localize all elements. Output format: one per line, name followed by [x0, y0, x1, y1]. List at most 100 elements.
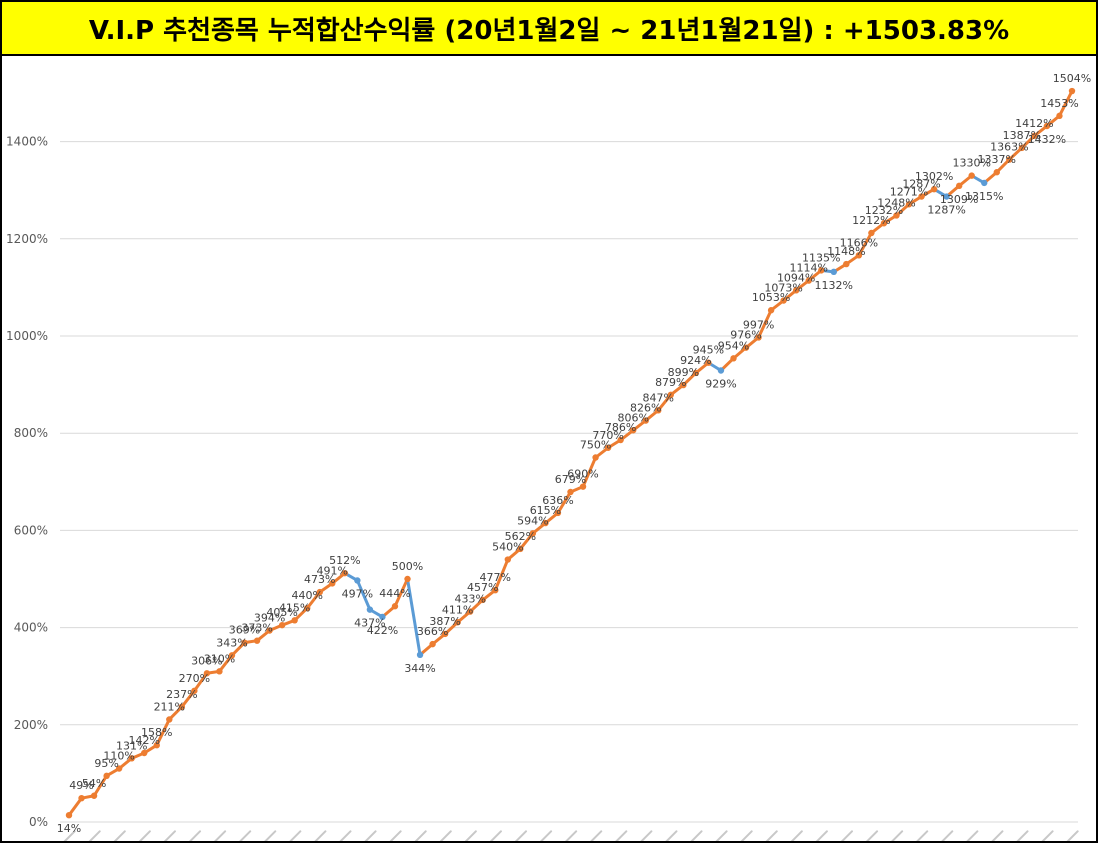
data-point	[604, 444, 612, 451]
line-segment	[656, 393, 673, 412]
data-point	[492, 586, 499, 594]
data-label: 457%	[467, 581, 498, 594]
data-label: 1271%	[890, 185, 928, 198]
line-segment	[180, 689, 196, 709]
x-category-tick	[62, 830, 76, 841]
data-label: 1132%	[815, 279, 853, 292]
data-point	[943, 193, 950, 200]
line-segment	[556, 490, 572, 515]
data-labels: 14% 49%54% 95%110%131%142%158% 211%237% 270%…	[57, 72, 1091, 835]
data-point	[1006, 156, 1013, 163]
data-label: 1315%	[965, 190, 1003, 203]
data-label: 1073%	[764, 282, 802, 295]
data-label: 1504%	[1053, 72, 1091, 85]
y-tick-label: 400%	[14, 621, 48, 635]
x-category-tick	[839, 830, 853, 841]
x-category-tick	[939, 830, 954, 841]
data-point	[692, 369, 700, 377]
data-label: 497%	[342, 587, 373, 600]
data-label: 594%	[517, 514, 548, 527]
data-point	[655, 407, 662, 414]
data-label: 615%	[530, 504, 561, 517]
data-label: 142%	[128, 734, 159, 747]
data-point	[65, 811, 73, 819]
data-point	[981, 179, 988, 187]
x-category-tick	[463, 830, 477, 841]
line-segment	[155, 717, 171, 747]
data-point	[717, 367, 725, 374]
x-category-tick	[338, 830, 352, 841]
data-label: 1337%	[978, 153, 1016, 166]
data-point	[579, 483, 587, 490]
x-category-tick	[187, 830, 202, 841]
data-point	[266, 627, 273, 634]
x-category-tick	[288, 830, 302, 841]
data-point	[78, 794, 85, 802]
line-segment	[355, 578, 372, 612]
data-label: 976%	[730, 329, 761, 342]
y-tick-label: 200%	[14, 718, 48, 732]
data-point	[366, 606, 374, 613]
data-point	[667, 391, 674, 399]
data-label: 373%	[241, 622, 272, 635]
data-label: 1363%	[990, 141, 1028, 154]
data-point	[228, 652, 236, 659]
line-segment	[393, 577, 410, 608]
data-point	[441, 630, 449, 638]
data-label: 473%	[304, 573, 335, 586]
data-point	[153, 742, 160, 749]
data-point	[103, 772, 110, 780]
data-label: 847%	[643, 391, 674, 404]
x-category-tick	[237, 830, 252, 841]
data-label: 444%	[379, 587, 410, 600]
title-bar: V.I.P 추천종목 누적합산수익률 (20년1월2일 ~ 21년1월21일) …	[2, 2, 1096, 56]
data-label: 1094%	[777, 271, 815, 284]
data-label: 929%	[705, 378, 736, 391]
data-point	[304, 604, 311, 612]
data-label: 405%	[266, 606, 297, 619]
data-point	[1056, 112, 1063, 120]
data-point	[203, 670, 211, 677]
data-label: 477%	[480, 571, 511, 584]
x-category-tick	[1065, 830, 1079, 841]
x-category-tick	[814, 830, 828, 841]
data-label: 1387%	[1003, 129, 1041, 142]
data-point	[918, 193, 925, 200]
data-label: 945%	[693, 344, 724, 357]
x-category-tick	[488, 830, 502, 841]
data-label: 924%	[680, 354, 711, 367]
data-point	[341, 569, 349, 577]
data-label: 1287%	[902, 178, 940, 191]
data-point	[1068, 87, 1076, 95]
data-label: 750%	[580, 439, 611, 452]
x-category-tick	[588, 830, 603, 841]
data-point	[993, 169, 1000, 176]
data-label: 679%	[555, 473, 586, 486]
data-point	[755, 334, 762, 341]
data-point	[391, 603, 399, 610]
data-label: 1166%	[840, 236, 878, 249]
line-segment	[305, 590, 322, 610]
data-point	[880, 220, 888, 227]
x-category-tick	[313, 830, 327, 841]
line-segment	[857, 231, 873, 257]
data-label: 1248%	[877, 196, 915, 209]
data-label: 770%	[592, 429, 623, 442]
x-category-tick	[363, 830, 377, 841]
data-point	[818, 267, 825, 274]
data-label: 437%	[354, 617, 385, 630]
data-label: 690%	[567, 468, 598, 481]
x-category-tick	[914, 830, 929, 841]
data-point	[216, 668, 223, 675]
x-category-tick	[137, 830, 151, 841]
data-label: 1212%	[852, 214, 890, 227]
data-point	[241, 639, 248, 646]
data-label: 343%	[216, 636, 247, 649]
data-point	[479, 596, 486, 604]
data-point	[454, 619, 461, 626]
gridlines	[60, 141, 1078, 823]
data-point	[542, 519, 549, 527]
data-label: 1135%	[802, 251, 840, 264]
data-point	[792, 287, 800, 294]
